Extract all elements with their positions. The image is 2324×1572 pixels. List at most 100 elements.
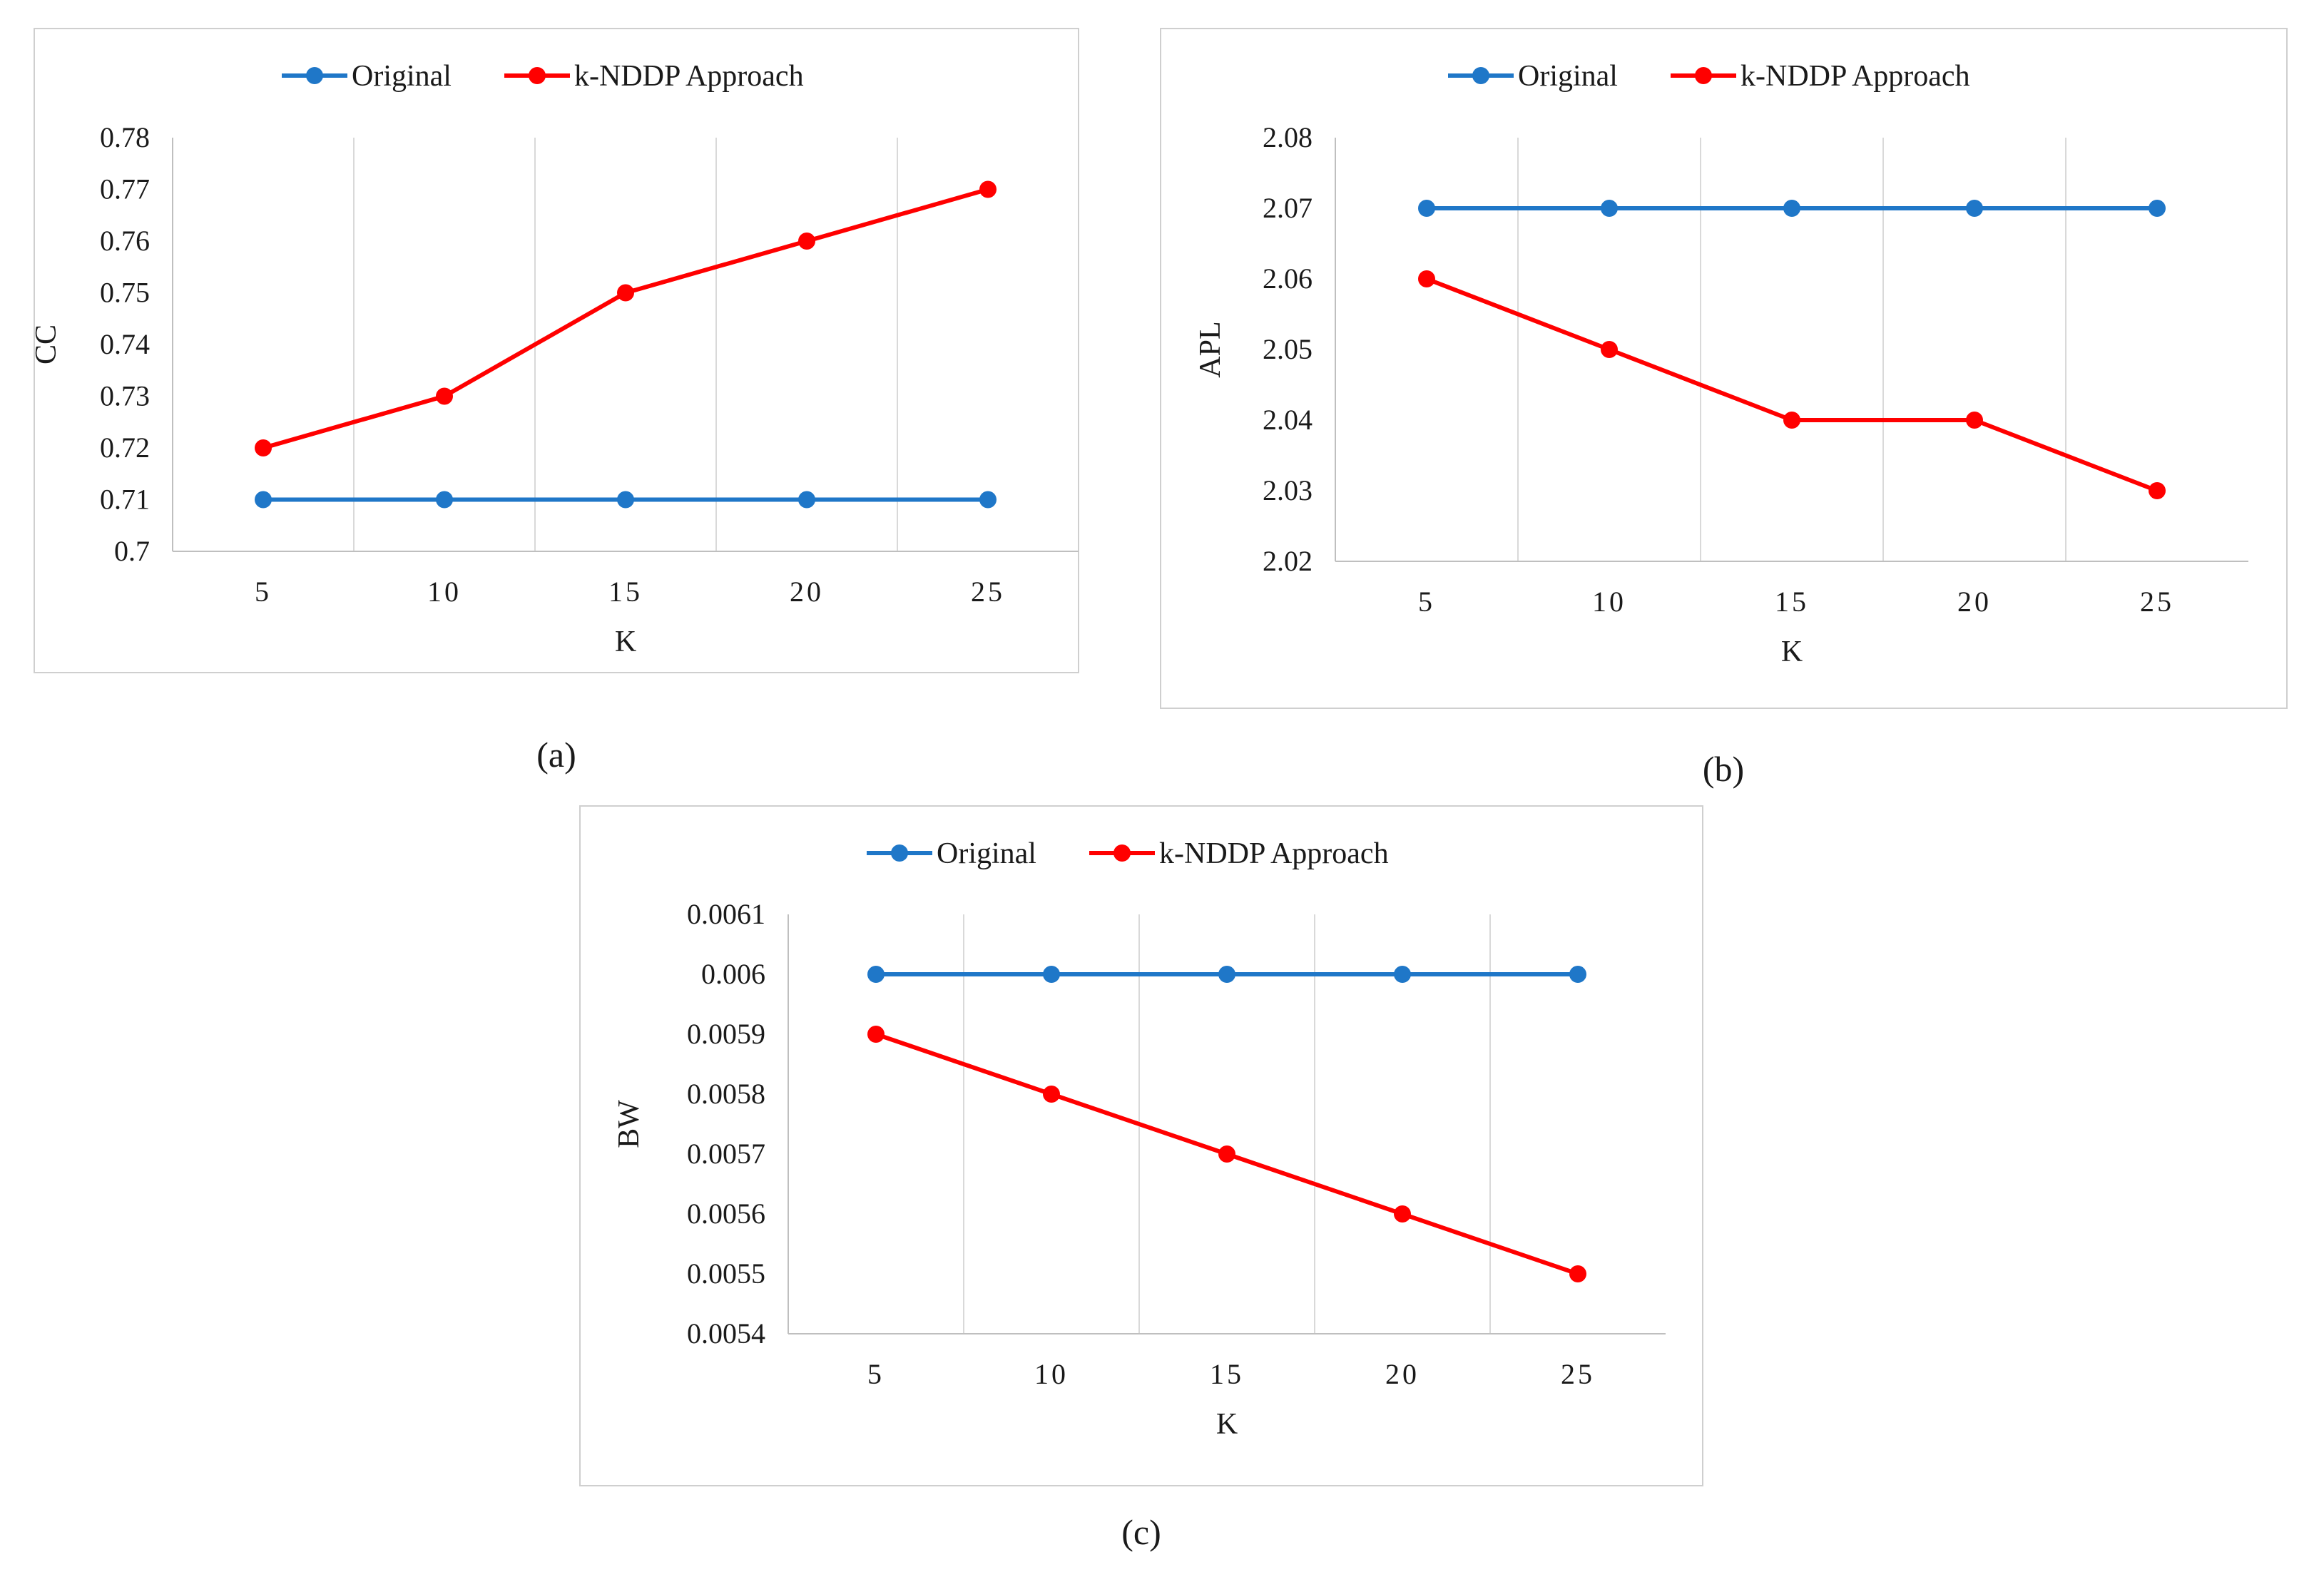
chart-frame xyxy=(34,28,1079,673)
y-tick-label: 0.71 xyxy=(100,484,150,516)
data-point xyxy=(255,491,272,509)
legend-label: Original xyxy=(352,60,452,93)
legend-knddp: k-NDDP Approach xyxy=(1089,837,1389,870)
legend-label: Original xyxy=(1518,60,1618,93)
x-tick-label: 15 xyxy=(1210,1358,1244,1390)
y-tick-label: 0.0061 xyxy=(687,898,765,930)
y-tick-label: 0.74 xyxy=(100,328,150,360)
caption-a: (a) xyxy=(536,735,576,775)
data-point xyxy=(867,966,885,983)
y-tick-label: 0.7 xyxy=(114,535,150,567)
x-tick-label: 15 xyxy=(608,576,643,608)
data-point xyxy=(1783,412,1800,429)
x-tick-label: 20 xyxy=(1957,586,1992,618)
y-tick-label: 0.76 xyxy=(100,225,150,257)
x-tick-label: 25 xyxy=(1561,1358,1595,1390)
legend-label: Original xyxy=(937,837,1036,870)
legend-label: k-NDDP Approach xyxy=(1159,837,1389,870)
x-axis-label: K xyxy=(1216,1408,1238,1441)
chart-frame xyxy=(579,805,1703,1486)
chart-frame xyxy=(1160,28,2288,709)
x-tick-label: 5 xyxy=(255,576,272,608)
data-point xyxy=(1966,412,1983,429)
series-line xyxy=(263,187,989,450)
y-tick-label: 0.78 xyxy=(100,121,150,153)
x-tick-label: 5 xyxy=(867,1358,885,1390)
caption-c: (c) xyxy=(1121,1512,1161,1552)
series-original xyxy=(255,491,997,509)
x-tick-label: 25 xyxy=(971,576,1005,608)
x-tick-label: 20 xyxy=(1385,1358,1420,1390)
legend: Original k-NDDP Approach xyxy=(282,60,804,93)
data-point xyxy=(1569,966,1586,983)
y-tick-label: 2.03 xyxy=(1263,474,1313,506)
x-axis-label: K xyxy=(615,626,636,658)
y-tick-label: 0.0056 xyxy=(687,1198,765,1230)
y-axis-label: APL xyxy=(1194,321,1227,377)
series-knddp xyxy=(1418,270,2166,499)
y-tick-label: 2.05 xyxy=(1263,333,1313,365)
data-point xyxy=(1601,341,1618,358)
series-line xyxy=(1425,277,2159,493)
chart-c: 0.0054 0.0055 0.0056 0.0057 0.0058 0.0059 0.00… xyxy=(579,805,1703,1486)
y-axis-label: CC xyxy=(30,325,63,364)
y-tick-label: 0.72 xyxy=(100,432,150,464)
legend-knddp: k-NDDP Approach xyxy=(504,60,804,93)
data-point xyxy=(1218,1145,1235,1163)
y-tick-label: 0.0057 xyxy=(687,1138,765,1170)
data-point xyxy=(1783,200,1800,217)
legend: Original k-NDDP Approach xyxy=(867,837,1389,870)
data-point xyxy=(979,180,997,198)
data-point xyxy=(1418,270,1435,287)
x-tick-label: 10 xyxy=(1592,586,1626,618)
x-tick-label: 5 xyxy=(1418,586,1435,618)
x-tick-label: 10 xyxy=(427,576,462,608)
series-original xyxy=(1418,200,2166,217)
legend-marker xyxy=(1472,67,1489,84)
legend-marker xyxy=(1695,67,1712,84)
y-tick-label: 2.06 xyxy=(1263,262,1313,295)
chart-b: 2.02 2.03 2.04 2.05 2.06 2.07 2.08 5 10 15 20 25 K AP… xyxy=(1160,28,2288,709)
y-tick-label: 0.0058 xyxy=(687,1078,765,1110)
data-point xyxy=(436,491,453,509)
x-tick-label: 25 xyxy=(2140,586,2174,618)
legend-label: k-NDDP Approach xyxy=(574,60,804,93)
data-point xyxy=(867,1026,885,1043)
legend-original: Original xyxy=(867,837,1036,870)
data-point xyxy=(1043,966,1060,983)
data-point xyxy=(979,491,997,509)
data-point xyxy=(1394,1205,1411,1223)
data-point xyxy=(1601,200,1618,217)
chart-a: 0.7 0.71 0.72 0.73 0.74 0.75 0.76 0.77 0.78 5 10 15… xyxy=(30,28,1079,673)
y-tick-label: 0.0055 xyxy=(687,1257,765,1290)
data-point xyxy=(436,387,453,405)
data-point xyxy=(798,233,815,250)
legend: Original k-NDDP Approach xyxy=(1448,60,1970,93)
data-point xyxy=(1043,1086,1060,1103)
legend-original: Original xyxy=(1448,60,1618,93)
data-point xyxy=(798,491,815,509)
series-knddp xyxy=(255,180,997,456)
y-axis-label: BW xyxy=(613,1100,646,1148)
x-axis-label: K xyxy=(1781,636,1803,668)
y-tick-label: 2.07 xyxy=(1263,192,1313,224)
x-tick-label: 10 xyxy=(1034,1358,1069,1390)
data-point xyxy=(617,284,634,302)
data-point xyxy=(1966,200,1983,217)
x-tick-label: 20 xyxy=(790,576,824,608)
series-original xyxy=(867,966,1586,983)
y-tick-label: 2.02 xyxy=(1263,545,1313,577)
data-point xyxy=(1418,200,1435,217)
x-tick-label: 15 xyxy=(1775,586,1809,618)
y-tick-label: 0.006 xyxy=(701,958,765,990)
y-tick-label: 2.04 xyxy=(1263,404,1313,436)
legend-original: Original xyxy=(282,60,452,93)
data-point xyxy=(1569,1265,1586,1282)
data-point xyxy=(2149,200,2166,217)
y-tick-label: 0.75 xyxy=(100,277,150,309)
data-point xyxy=(1394,966,1411,983)
legend-marker xyxy=(1113,844,1131,862)
data-point xyxy=(255,439,272,456)
y-tick-label: 2.08 xyxy=(1263,121,1313,153)
